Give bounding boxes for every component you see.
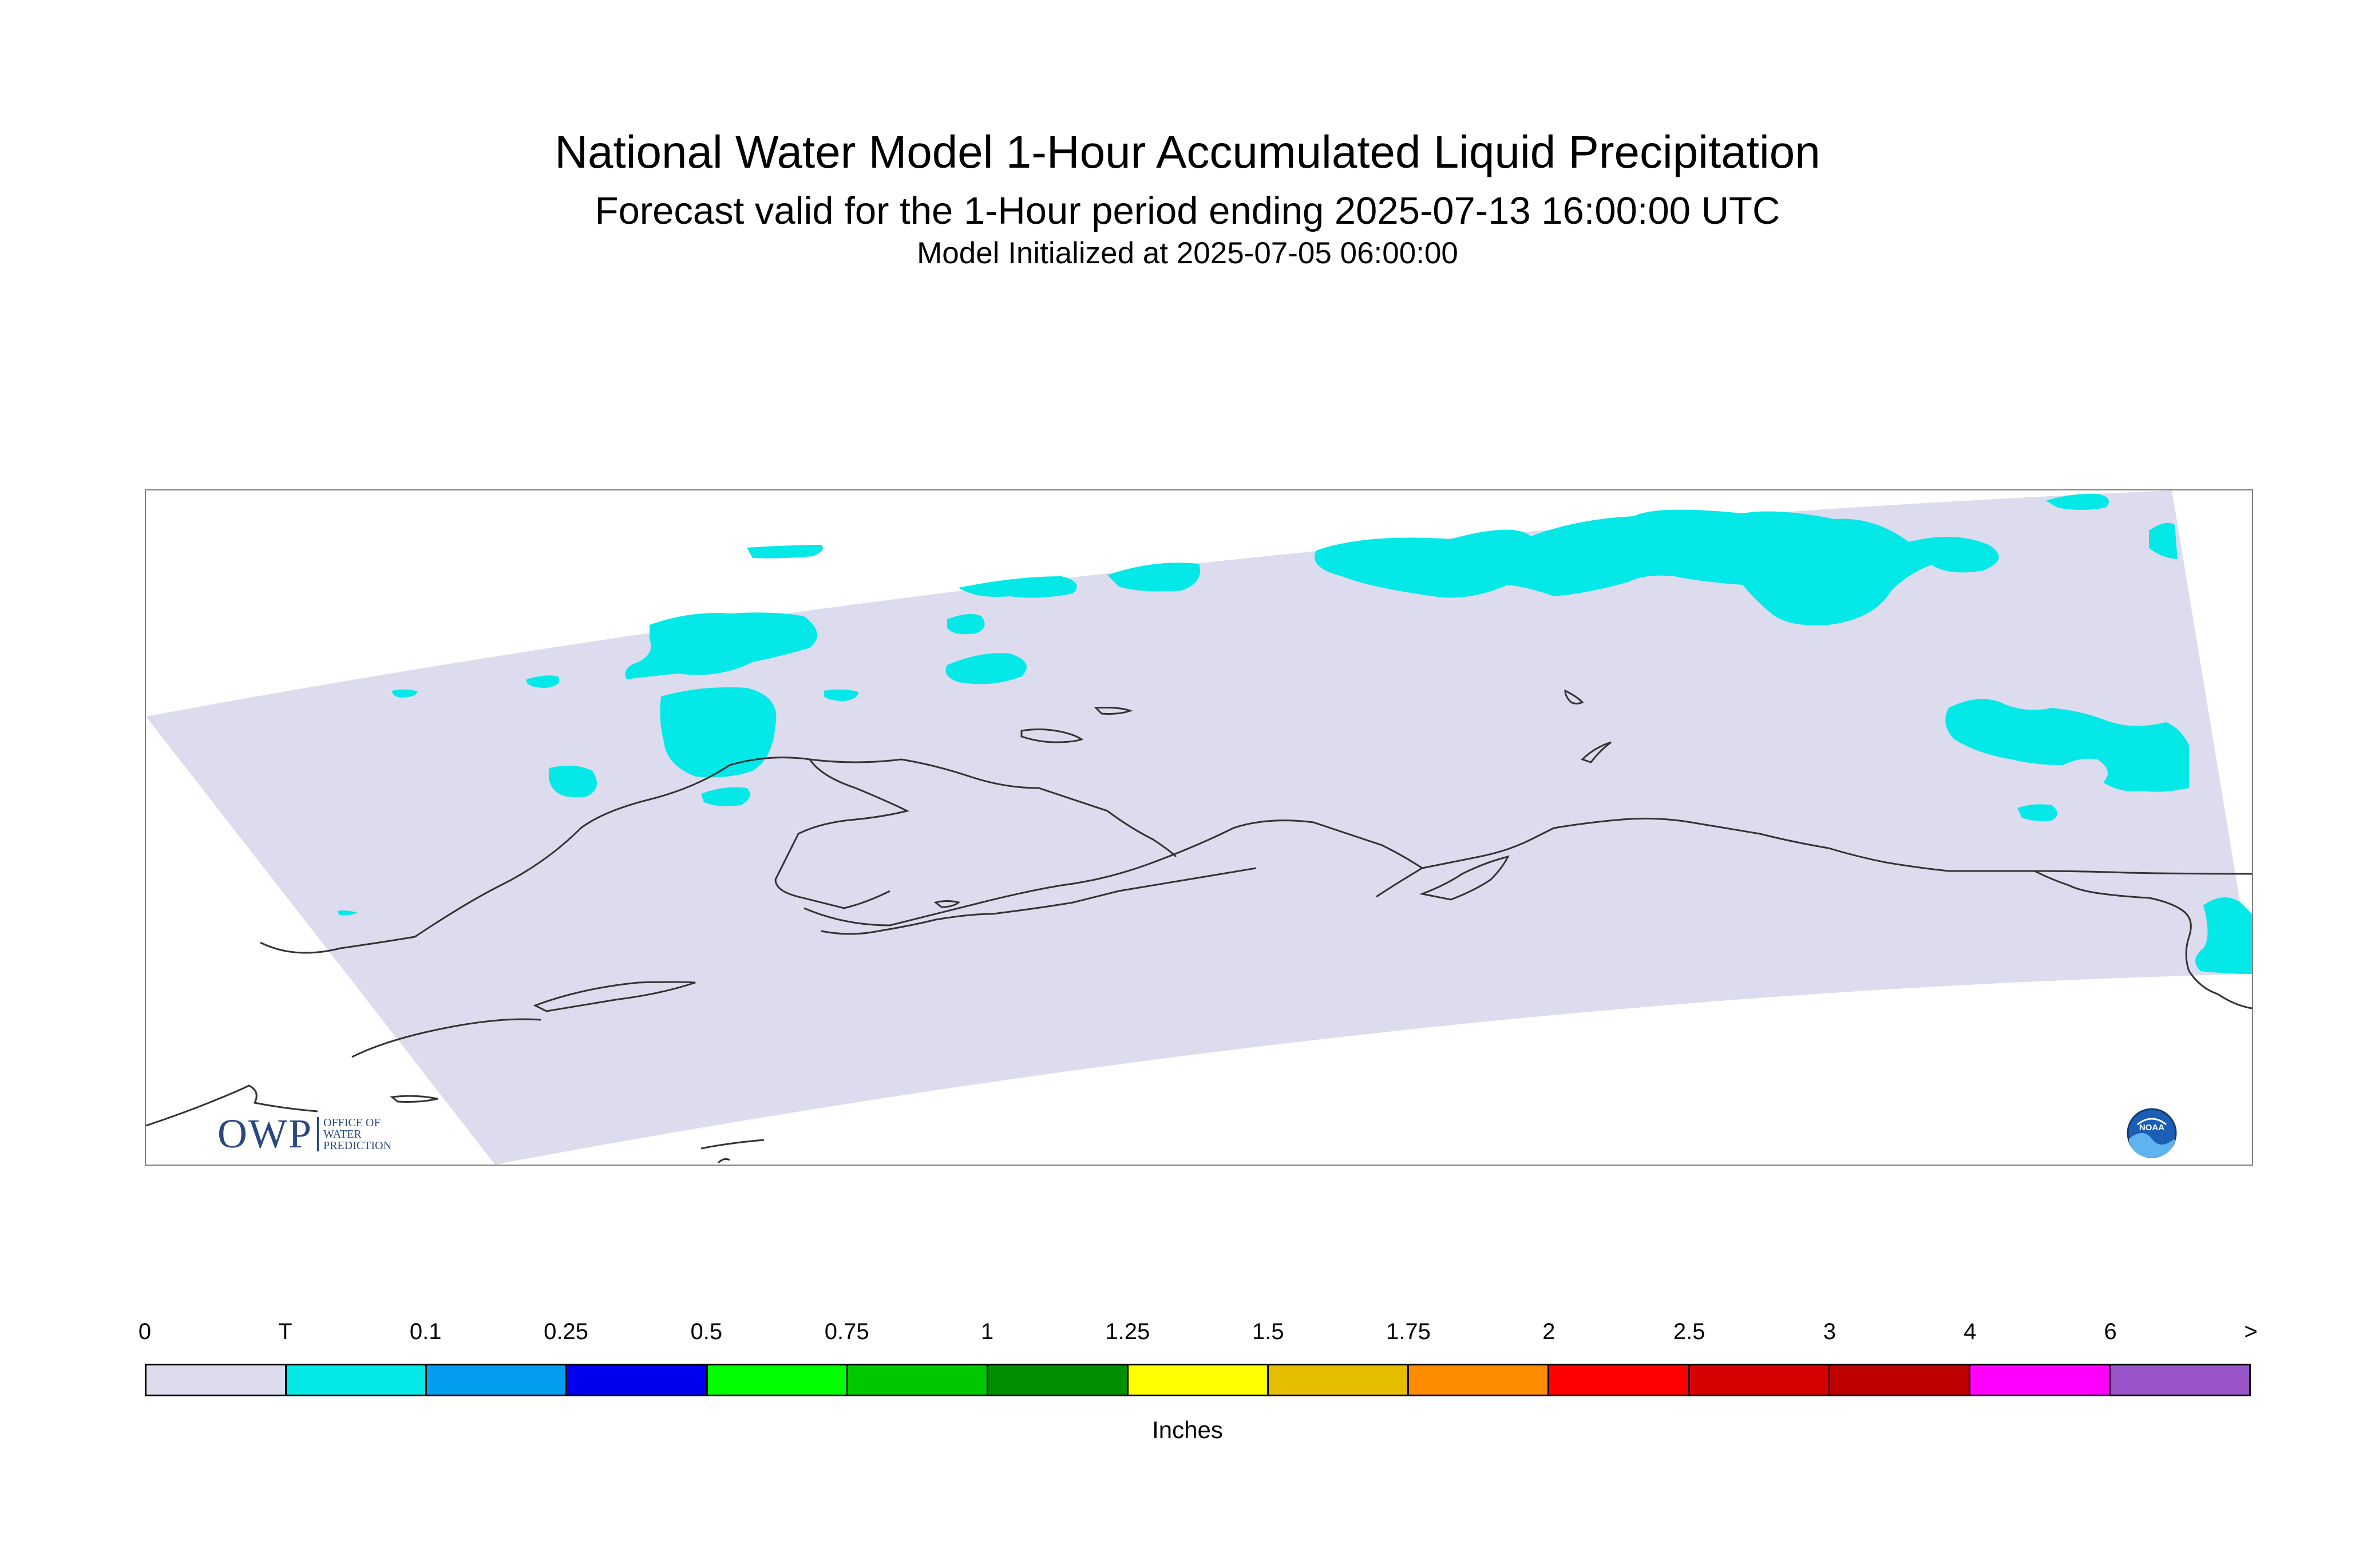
owp-logo-group: OWP OFFICE OF WATER PREDICTION	[217, 1110, 391, 1158]
color-legend-bar	[145, 1364, 2251, 1396]
legend-tick-label: T	[278, 1319, 292, 1344]
coastline-peninsula	[803, 819, 1424, 926]
legend-tick-label: 0.1	[409, 1319, 442, 1344]
owp-logo-line: WATER	[323, 1127, 362, 1141]
legend-swatch	[988, 1365, 1129, 1395]
legend-tick-label: >	[2244, 1319, 2258, 1344]
legend-swatch	[427, 1365, 568, 1395]
forecast-valid-subtitle: Forecast valid for the 1-Hour period end…	[595, 189, 1780, 232]
owp-logo-line: OFFICE OF	[323, 1116, 381, 1129]
island	[700, 1139, 765, 1150]
legend-tick-label: 6	[2104, 1319, 2117, 1344]
precip-patch	[747, 545, 823, 559]
precip-patch	[2017, 804, 2057, 821]
legend-swatch	[1409, 1365, 1550, 1395]
precip-patch	[1107, 563, 1200, 592]
precip-trace-areas	[338, 493, 2252, 974]
legend-tick-label: 0.25	[544, 1319, 588, 1344]
legend-tick-label: 2	[1542, 1319, 1555, 1344]
precip-patch	[959, 576, 1077, 598]
island	[1564, 689, 1584, 704]
legend-units-label: Inches	[1152, 1416, 1223, 1443]
precip-patch	[2195, 897, 2252, 974]
island	[717, 1158, 730, 1164]
island	[933, 900, 961, 908]
legend-swatch	[147, 1365, 287, 1395]
legend-tick-label: 0	[138, 1319, 152, 1344]
precip-patch	[548, 766, 597, 798]
model-init-subtitle: Model Initialized at 2025-07-05 06:00:00	[917, 236, 1458, 270]
owp-logo-caption: OFFICE OF WATER PREDICTION	[323, 1117, 391, 1151]
precip-patch	[2046, 493, 2109, 510]
legend-tick-label: 0.75	[824, 1319, 869, 1344]
owp-logo-text: OWP	[217, 1111, 312, 1157]
island	[1020, 728, 1084, 743]
precip-patch	[947, 614, 985, 635]
legend-swatch	[1830, 1365, 1970, 1395]
coastline-west	[146, 1084, 318, 1127]
precip-patch	[945, 653, 1027, 684]
coastline-sw	[351, 1018, 541, 1058]
precip-patch	[1315, 509, 1999, 625]
legend-swatch	[1549, 1365, 1690, 1395]
model-domain	[146, 490, 2252, 1165]
map-panel	[145, 489, 2253, 1166]
legend-tick-label: 1.25	[1105, 1319, 1150, 1344]
coastline-mainland	[260, 757, 1177, 954]
coastline-aleutian	[821, 867, 1257, 935]
coastline-bay	[774, 759, 910, 909]
coastline-south	[1422, 817, 2252, 875]
legend-tick-label: 1	[980, 1319, 994, 1344]
island	[533, 981, 696, 1012]
island	[1094, 707, 1133, 715]
legend-tick-label: 2.5	[1673, 1319, 1705, 1344]
precip-patch	[660, 687, 777, 778]
island	[1419, 855, 1510, 901]
precip-patch	[625, 612, 817, 679]
coastlines	[146, 689, 2252, 1164]
legend-tick-label: 1.75	[1386, 1319, 1431, 1344]
legend-swatch	[1128, 1365, 1269, 1395]
legend-swatch	[2110, 1365, 2250, 1395]
precip-patch	[392, 689, 418, 698]
coastline-east	[2034, 870, 2252, 1009]
precip-patch	[338, 910, 358, 916]
legend-swatch	[287, 1365, 428, 1395]
precip-patch	[1945, 699, 2189, 792]
legend-tick-label: 0.5	[690, 1319, 723, 1344]
chart-title: National Water Model 1-Hour Accumulated …	[555, 126, 1820, 177]
noaa-logo: NOAA	[2127, 1108, 2177, 1158]
precip-patch	[701, 787, 750, 806]
owp-logo-line: PREDICTION	[323, 1139, 391, 1152]
owp-logo-divider	[317, 1116, 319, 1151]
island	[390, 1095, 438, 1103]
precip-patch	[527, 675, 560, 688]
legend-swatch	[848, 1365, 988, 1395]
legend-swatch	[1970, 1365, 2111, 1395]
legend-tick-label: 4	[1964, 1319, 1977, 1344]
precipitation-map	[146, 490, 2252, 1165]
legend-swatch	[567, 1365, 708, 1395]
precip-patch	[2149, 522, 2178, 559]
legend-tick-label: 1.5	[1252, 1319, 1284, 1344]
legend-swatch	[707, 1365, 848, 1395]
precip-patch	[824, 689, 858, 701]
legend-tick-label: 3	[1823, 1319, 1836, 1344]
legend-swatch	[1269, 1365, 1410, 1395]
noaa-logo-text: NOAA	[2139, 1123, 2164, 1133]
legend-swatch	[1689, 1365, 1830, 1395]
island	[1581, 741, 1612, 763]
